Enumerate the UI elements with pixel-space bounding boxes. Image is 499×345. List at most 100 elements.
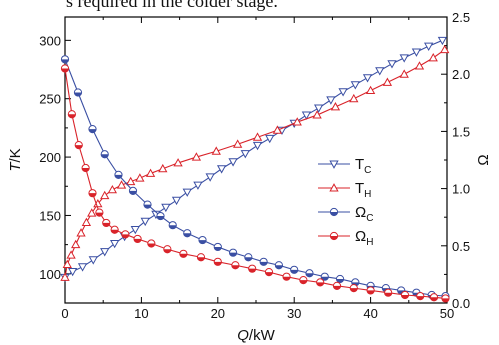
marker-fill	[416, 296, 424, 300]
legend-label: ΩH	[355, 228, 373, 248]
data-point-omega-h	[429, 293, 439, 302]
data-point-t-h	[107, 184, 118, 194]
data-point-t-h	[126, 176, 136, 186]
data-point-t-c	[130, 225, 140, 235]
data-point-omega-h	[121, 230, 130, 239]
data-point-omega-h	[366, 286, 375, 295]
caption-text: s required in the colder stage.	[66, 0, 278, 11]
data-point-t-h	[145, 168, 156, 177]
series-omega-h	[60, 64, 450, 303]
data-point-omega-h	[95, 208, 104, 217]
data-point-omega-h	[400, 290, 410, 300]
marker-fill	[336, 278, 344, 283]
marker-fill	[231, 265, 239, 269]
marker-fill	[183, 233, 191, 237]
data-point-omega-c	[183, 229, 192, 238]
data-point-omega-c	[143, 200, 152, 209]
marker-fill	[305, 273, 314, 277]
y-tick-label: 100	[39, 267, 61, 282]
data-point-t-h	[76, 228, 86, 237]
data-point-t-c	[100, 248, 110, 257]
marker-fill	[260, 261, 268, 266]
x-tick-label: 30	[287, 306, 301, 321]
data-point-t-c	[228, 158, 238, 167]
marker-fill	[156, 216, 165, 220]
marker-fill	[430, 297, 438, 301]
marker-fill	[61, 68, 69, 73]
x-tick-label: 50	[440, 306, 454, 321]
data-point-t-c	[338, 88, 348, 97]
data-point-omega-h	[416, 292, 425, 301]
marker-fill	[214, 261, 222, 266]
data-point-omega-c	[244, 253, 253, 262]
marker-fill	[111, 229, 119, 234]
data-point-t-c	[77, 263, 88, 272]
data-point-t-h	[173, 158, 183, 167]
marker-fill	[169, 225, 177, 229]
marker-fill	[101, 154, 109, 158]
data-point-omega-c	[73, 88, 83, 97]
data-point-omega-h	[88, 189, 97, 198]
legend-item-omega-c: ΩC	[318, 204, 373, 224]
marker-fill	[441, 298, 450, 303]
data-point-omega-c	[60, 55, 70, 64]
data-point-t-h	[211, 146, 221, 155]
data-point-omega-h	[67, 110, 76, 119]
data-point-t-c	[140, 217, 150, 227]
series-t-h	[60, 44, 450, 281]
data-point-t-c	[387, 60, 397, 69]
data-point-t-h	[116, 180, 127, 189]
data-point-t-h	[81, 217, 92, 226]
data-point-t-c	[205, 173, 215, 182]
data-point-omega-h	[349, 284, 358, 293]
marker-fill	[114, 174, 123, 179]
data-point-omega-h	[102, 218, 111, 228]
data-point-t-c	[301, 111, 312, 120]
y2-tick-label: 1.5	[452, 124, 470, 139]
data-point-omega-h	[299, 276, 308, 285]
y2-tick-label: 2.0	[452, 67, 470, 82]
data-point-t-c	[375, 67, 385, 76]
marker-fill	[61, 59, 69, 63]
data-point-t-c	[411, 48, 422, 57]
data-point-t-c	[350, 81, 360, 90]
data-point-t-h	[272, 125, 283, 134]
legend-label: TC	[355, 156, 371, 176]
marker-fill	[179, 253, 188, 258]
data-point-t-h	[135, 173, 145, 182]
marker-fill	[229, 252, 237, 257]
marker-fill	[333, 285, 341, 290]
data-point-omega-h	[248, 264, 257, 273]
data-point-t-h	[62, 259, 72, 268]
data-point-omega-h	[316, 278, 325, 287]
data-point-omega-c	[290, 265, 299, 274]
marker-fill	[275, 265, 283, 269]
data-point-omega-h	[384, 288, 393, 297]
marker-fill	[88, 193, 97, 197]
y-axis-title: T/K	[7, 148, 24, 171]
data-point-omega-c	[198, 235, 207, 245]
data-point-t-h	[382, 77, 393, 86]
marker-fill	[75, 145, 83, 149]
data-point-t-c	[362, 74, 373, 83]
data-point-t-h	[100, 190, 110, 200]
data-point-omega-c	[88, 125, 97, 134]
y2-tick-label: 0.5	[452, 239, 470, 254]
data-point-omega-c	[305, 269, 314, 278]
data-point-t-c	[161, 203, 171, 213]
marker-fill	[401, 294, 409, 299]
y-tick-label: 300	[39, 33, 61, 48]
data-point-omega-c	[274, 261, 284, 270]
y2-tick-label: 2.5	[452, 10, 470, 25]
legend-item-omega-h: ΩH	[318, 228, 373, 248]
data-point-t-c	[313, 104, 324, 113]
marker-fill	[350, 288, 358, 292]
x-tick-label: 0	[61, 306, 68, 321]
marker-fill	[214, 246, 222, 251]
marker-fill	[248, 268, 256, 273]
data-point-t-c	[326, 96, 336, 105]
marker-fill	[197, 257, 205, 261]
marker-fill	[95, 212, 103, 217]
legend-label: TH	[355, 180, 371, 200]
